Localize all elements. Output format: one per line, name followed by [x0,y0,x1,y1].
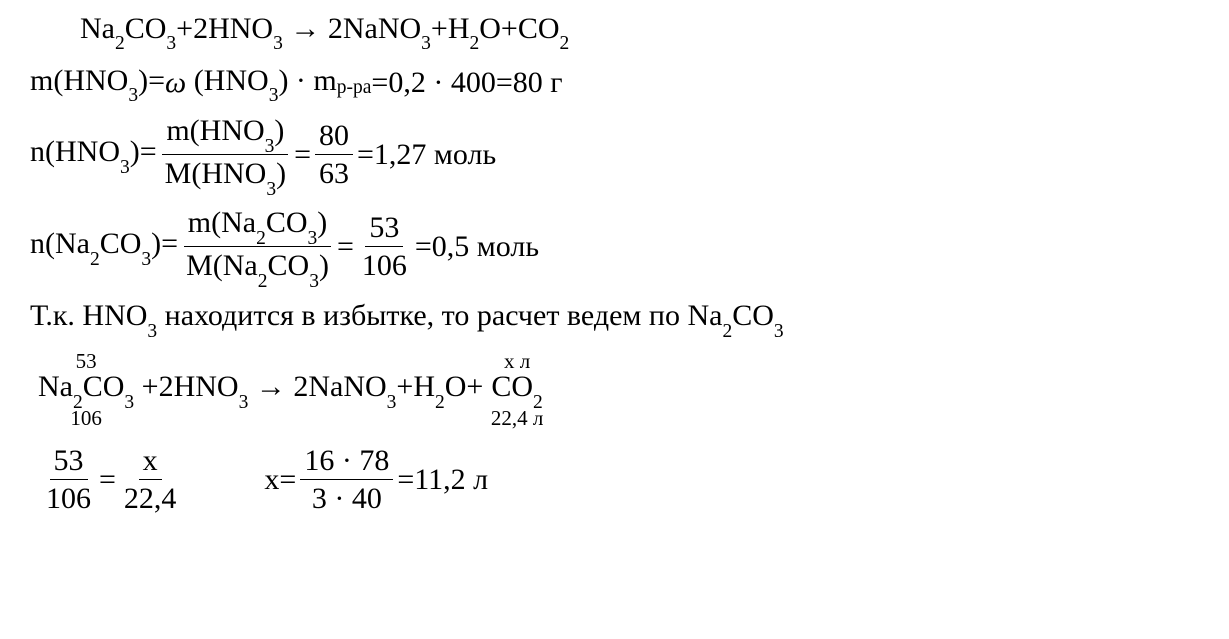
m-sub: р-ра [337,77,372,99]
p-f2-num: x [139,444,162,480]
n2-lhs: n(Na2CO3)= [30,227,178,266]
prop-frac3: 16 · 78 3 · 40 [300,444,393,515]
p-f3-den: 3 · 40 [308,480,386,515]
chemistry-solution: Na2CO3+2HNO3 → 2NaNO3+H2O+CO2 m(HNO3)= ω… [30,10,1220,530]
n2-num2: 53 [365,211,403,247]
mass-hno3-line: m(HNO3)= ω (HNO3) · m р-ра =0,2 · 400=80… [30,62,1220,104]
n1-den2: 63 [315,155,353,190]
excess-text: Т.к. HNO3 находится в избытке, то расчет… [30,299,784,338]
excess-text-line: Т.к. HNO3 находится в избытке, то расчет… [30,298,1220,340]
n1-frac2: 80 63 [315,119,353,190]
omega: ω [165,66,186,100]
na-mid: Na2CO3 [38,372,134,408]
stoich-equation: 53 Na2CO3 106 +2HNO3 → 2NaNO3+H2O+ х л C… [30,350,1220,430]
p-f1-num: 53 [50,444,88,480]
n1-eq1: = [294,138,311,172]
p-eq1: = [99,463,116,497]
n1-den: M(HNO3) [161,155,290,195]
p-f1-den: 106 [42,480,95,515]
m-rhs: =0,2 · 400=80 г [371,66,562,100]
n2-den2: 106 [358,247,411,282]
n1-num: m(HNO3) [162,114,288,155]
n2-frac2: 53 106 [358,211,411,282]
na-stack: 53 Na2CO3 106 [38,351,134,429]
prop-frac1: 53 106 [42,444,95,515]
prop-frac2: x 22,4 [120,444,181,515]
co-stack: х л CO2 22,4 л [491,351,543,429]
m-mid: (HNO3) · m [186,64,337,103]
co-mid: CO2 [491,372,542,408]
mol-na2co3-line: n(Na2CO3)= m(Na2CO3) M(Na2CO3) = 53 106 … [30,206,1220,288]
n1-frac1: m(HNO3) M(HNO3) [161,114,290,196]
n1-num2: 80 [315,119,353,155]
p-f3-num: 16 · 78 [300,444,393,480]
proportion-line: 53 106 = x 22,4 x= 16 · 78 3 · 40 =11,2 … [30,440,1220,520]
n1-eq2: =1,27 моль [357,138,496,172]
n1-lhs: n(HNO3)= [30,135,157,174]
co-over: х л [504,351,530,372]
eq1-text: Na2CO3+2HNO3 → 2NaNO3+H2O+CO2 [80,12,569,51]
n2-eq2: =0,5 моль [415,230,539,264]
n2-eq1: = [337,230,354,264]
na-over: 53 [76,351,97,372]
n2-den: M(Na2CO3) [182,247,333,287]
watermark: 5terka.com [0,561,2,625]
equation-main: Na2CO3+2HNO3 → 2NaNO3+H2O+CO2 [30,10,1220,52]
mol-hno3-line: n(HNO3)= m(HNO3) M(HNO3) = 80 63 =1,27 м… [30,114,1220,196]
p-eq2: =11,2 л [397,463,488,497]
x-lhs: x= [264,463,296,497]
m-lhs: m(HNO3)= [30,64,165,103]
p-f2-den: 22,4 [120,480,181,515]
n2-frac1: m(Na2CO3) M(Na2CO3) [182,206,333,288]
stoich-mid: +2HNO3 → 2NaNO3+H2O+ [134,370,491,409]
n2-num: m(Na2CO3) [184,206,332,247]
